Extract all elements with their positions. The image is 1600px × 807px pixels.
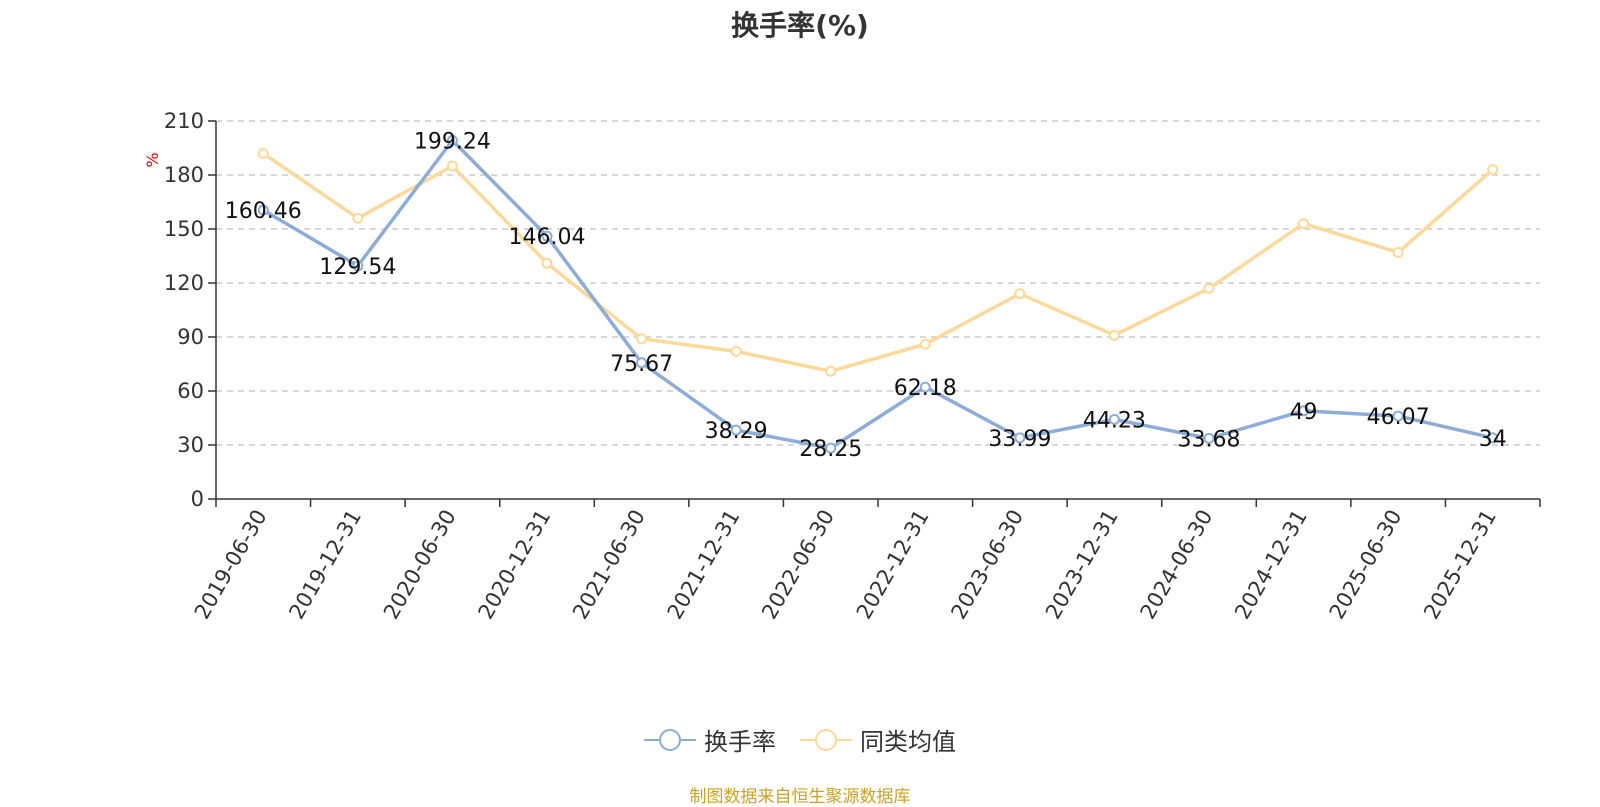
x-tick-label: 2024-12-31 xyxy=(1230,506,1312,624)
data-point-0 xyxy=(1108,413,1120,425)
data-label: 28.25 xyxy=(799,437,862,462)
data-point-1 xyxy=(825,365,837,377)
y-axis-label: % xyxy=(143,152,162,167)
x-tick-label: 2023-06-30 xyxy=(946,506,1028,624)
x-tick-label: 2019-06-30 xyxy=(190,506,272,624)
data-label: 33.99 xyxy=(988,427,1051,452)
data-point-0 xyxy=(1203,432,1215,444)
data-point-0 xyxy=(352,260,364,272)
data-point-0 xyxy=(541,230,553,242)
y-tick-label: 60 xyxy=(177,379,204,403)
grid-lines xyxy=(216,120,1540,446)
y-tick-label: 150 xyxy=(164,217,204,241)
data-label: 160.46 xyxy=(225,199,302,224)
data-point-0 xyxy=(446,134,458,146)
data-label: 62.18 xyxy=(894,376,957,401)
data-point-1 xyxy=(352,212,364,224)
data-point-1 xyxy=(541,257,553,269)
data-point-0 xyxy=(636,357,648,369)
data-label: 38.29 xyxy=(705,419,768,444)
legend-item-0[interactable]: 换手率 xyxy=(644,722,776,757)
legend-line-circle-icon xyxy=(800,728,852,751)
data-labels: 160.46 129.54 199.24 146.04 75.67 38.29 28.25 6… xyxy=(225,129,1507,462)
x-tick-label: 2020-06-30 xyxy=(379,506,461,624)
data-label: 34 xyxy=(1479,427,1507,452)
x-tick-label: 2022-12-31 xyxy=(852,505,934,623)
data-label: 46.07 xyxy=(1367,405,1430,430)
series-layer xyxy=(257,134,1499,454)
y-tick-label: 120 xyxy=(164,271,204,295)
legend-line-circle-icon xyxy=(644,728,696,751)
x-tick-label: 2019-12-31 xyxy=(284,506,366,624)
data-label: 75.67 xyxy=(610,352,673,377)
data-point-0 xyxy=(257,204,269,216)
y-tick-label: 90 xyxy=(177,325,204,349)
legend-label: 同类均值 xyxy=(860,728,956,756)
x-tick-label: 2025-06-30 xyxy=(1325,506,1407,624)
legend: 换手率 同类均值 xyxy=(0,722,1600,757)
x-tick-label: 2024-06-30 xyxy=(1136,506,1218,624)
x-tick-label: 2021-12-31 xyxy=(663,506,745,624)
data-point-1 xyxy=(1392,246,1404,258)
data-label: 33.68 xyxy=(1178,427,1241,452)
y-tick-label: 210 xyxy=(164,109,204,133)
legend-item-1[interactable]: 同类均值 xyxy=(800,722,956,757)
x-tick-label: 2020-12-31 xyxy=(474,506,556,624)
data-point-1 xyxy=(1298,218,1310,230)
data-point-1 xyxy=(1203,282,1215,294)
y-tick-label: 0 xyxy=(191,487,204,511)
data-point-1 xyxy=(730,345,742,357)
y-tick-label: 180 xyxy=(164,163,204,187)
data-point-1 xyxy=(919,338,931,350)
y-tick-label: 30 xyxy=(177,433,204,457)
x-tick-label: 2022-06-30 xyxy=(757,506,839,624)
chart-title: 换手率(%) xyxy=(731,9,869,42)
x-tick-label: 2023-12-31 xyxy=(1041,506,1123,624)
data-point-1 xyxy=(1108,329,1120,341)
data-point-1 xyxy=(1487,164,1499,176)
data-point-1 xyxy=(636,333,648,345)
series-line-0 xyxy=(262,138,1494,450)
data-label: 44.23 xyxy=(1083,408,1146,433)
data-point-0 xyxy=(1298,405,1310,417)
source-note: 制图数据来自恒生聚源数据库 xyxy=(689,787,911,807)
x-tick-label: 2021-06-30 xyxy=(568,506,650,624)
data-label: 49 xyxy=(1290,400,1318,425)
data-point-0 xyxy=(1487,432,1499,444)
data-point-0 xyxy=(825,442,837,454)
data-point-0 xyxy=(1014,432,1026,444)
data-point-1 xyxy=(1014,288,1026,300)
data-label: 146.04 xyxy=(509,225,586,250)
data-point-1 xyxy=(446,160,458,172)
data-point-0 xyxy=(730,424,742,436)
data-point-0 xyxy=(1392,410,1404,422)
x-tick-label: 2025-12-31 xyxy=(1419,506,1501,624)
legend-label: 换手率 xyxy=(704,728,776,756)
series-line-1 xyxy=(262,151,1494,373)
data-label: 199.24 xyxy=(414,129,491,154)
data-point-0 xyxy=(919,381,931,393)
data-point-1 xyxy=(257,147,269,159)
data-label: 129.54 xyxy=(319,255,396,280)
